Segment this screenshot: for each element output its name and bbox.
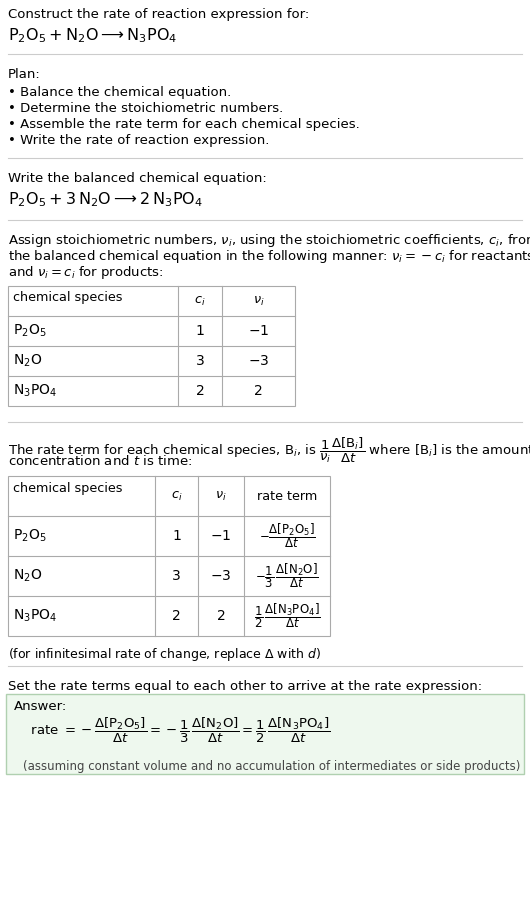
- Text: concentration and $t$ is time:: concentration and $t$ is time:: [8, 454, 192, 468]
- Text: $\mathrm{P_2O_5}$: $\mathrm{P_2O_5}$: [13, 528, 47, 544]
- Text: and $\nu_i = c_i$ for products:: and $\nu_i = c_i$ for products:: [8, 264, 164, 281]
- Text: Answer:: Answer:: [14, 700, 67, 713]
- Text: (for infinitesimal rate of change, replace $\Delta$ with $d$): (for infinitesimal rate of change, repla…: [8, 646, 321, 663]
- Text: $-1$: $-1$: [248, 324, 269, 338]
- Text: $-\dfrac{\Delta[\mathrm{P_2O_5}]}{\Delta t}$: $-\dfrac{\Delta[\mathrm{P_2O_5}]}{\Delta…: [259, 521, 315, 550]
- Bar: [6, 694, 524, 774]
- Text: (assuming constant volume and no accumulation of intermediates or side products): (assuming constant volume and no accumul…: [8, 760, 520, 773]
- Text: $\mathrm{N_3PO_4}$: $\mathrm{N_3PO_4}$: [13, 607, 57, 624]
- Text: $\mathrm{N_3PO_4}$: $\mathrm{N_3PO_4}$: [13, 383, 57, 400]
- Text: 3: 3: [172, 569, 181, 583]
- Text: chemical species: chemical species: [13, 482, 122, 495]
- Text: $-3$: $-3$: [210, 569, 232, 583]
- Text: $\mathrm{P_2O_5 + N_2O \longrightarrow N_3PO_4}$: $\mathrm{P_2O_5 + N_2O \longrightarrow N…: [8, 26, 178, 44]
- Text: 1: 1: [196, 324, 205, 338]
- Text: 2: 2: [196, 384, 205, 398]
- Text: $-1$: $-1$: [210, 529, 232, 543]
- Text: Plan:: Plan:: [8, 68, 41, 81]
- Text: rate term: rate term: [257, 489, 317, 502]
- Text: • Determine the stoichiometric numbers.: • Determine the stoichiometric numbers.: [8, 102, 283, 115]
- Text: $\dfrac{1}{2}\,\dfrac{\Delta[\mathrm{N_3PO_4}]}{\Delta t}$: $\dfrac{1}{2}\,\dfrac{\Delta[\mathrm{N_3…: [254, 602, 320, 630]
- Text: 2: 2: [172, 609, 181, 623]
- Text: $\nu_i$: $\nu_i$: [253, 294, 264, 308]
- Text: $\mathrm{N_2O}$: $\mathrm{N_2O}$: [13, 353, 42, 370]
- Text: 1: 1: [172, 529, 181, 543]
- Text: • Write the rate of reaction expression.: • Write the rate of reaction expression.: [8, 134, 269, 147]
- Text: $c_i$: $c_i$: [171, 489, 182, 502]
- Text: Assign stoichiometric numbers, $\nu_i$, using the stoichiometric coefficients, $: Assign stoichiometric numbers, $\nu_i$, …: [8, 232, 530, 249]
- Text: $-\dfrac{1}{3}\,\dfrac{\Delta[\mathrm{N_2O}]}{\Delta t}$: $-\dfrac{1}{3}\,\dfrac{\Delta[\mathrm{N_…: [255, 562, 319, 590]
- Text: 2: 2: [254, 384, 263, 398]
- Text: $\nu_i$: $\nu_i$: [215, 489, 227, 502]
- Text: $\mathrm{N_2O}$: $\mathrm{N_2O}$: [13, 568, 42, 584]
- Bar: [8, 286, 295, 406]
- Text: • Assemble the rate term for each chemical species.: • Assemble the rate term for each chemic…: [8, 118, 360, 131]
- Text: 3: 3: [196, 354, 205, 368]
- Text: The rate term for each chemical species, B$_i$, is $\dfrac{1}{\nu_i}\dfrac{\Delt: The rate term for each chemical species,…: [8, 436, 530, 465]
- Bar: [8, 476, 330, 636]
- Text: rate $= -\dfrac{\Delta[\mathrm{P_2O_5}]}{\Delta t} = -\dfrac{1}{3}\,\dfrac{\Delt: rate $= -\dfrac{\Delta[\mathrm{P_2O_5}]}…: [14, 716, 330, 745]
- Text: chemical species: chemical species: [13, 291, 122, 304]
- Text: Construct the rate of reaction expression for:: Construct the rate of reaction expressio…: [8, 8, 309, 21]
- Text: $\mathrm{P_2O_5 + 3\,N_2O \longrightarrow 2\,N_3PO_4}$: $\mathrm{P_2O_5 + 3\,N_2O \longrightarro…: [8, 190, 203, 209]
- Text: • Balance the chemical equation.: • Balance the chemical equation.: [8, 86, 231, 99]
- Text: $-3$: $-3$: [248, 354, 269, 368]
- Text: the balanced chemical equation in the following manner: $\nu_i = -c_i$ for react: the balanced chemical equation in the fo…: [8, 248, 530, 265]
- Text: $\mathrm{P_2O_5}$: $\mathrm{P_2O_5}$: [13, 323, 47, 340]
- Text: 2: 2: [217, 609, 225, 623]
- Text: $c_i$: $c_i$: [195, 294, 206, 308]
- Text: Write the balanced chemical equation:: Write the balanced chemical equation:: [8, 172, 267, 185]
- Text: Set the rate terms equal to each other to arrive at the rate expression:: Set the rate terms equal to each other t…: [8, 680, 482, 693]
